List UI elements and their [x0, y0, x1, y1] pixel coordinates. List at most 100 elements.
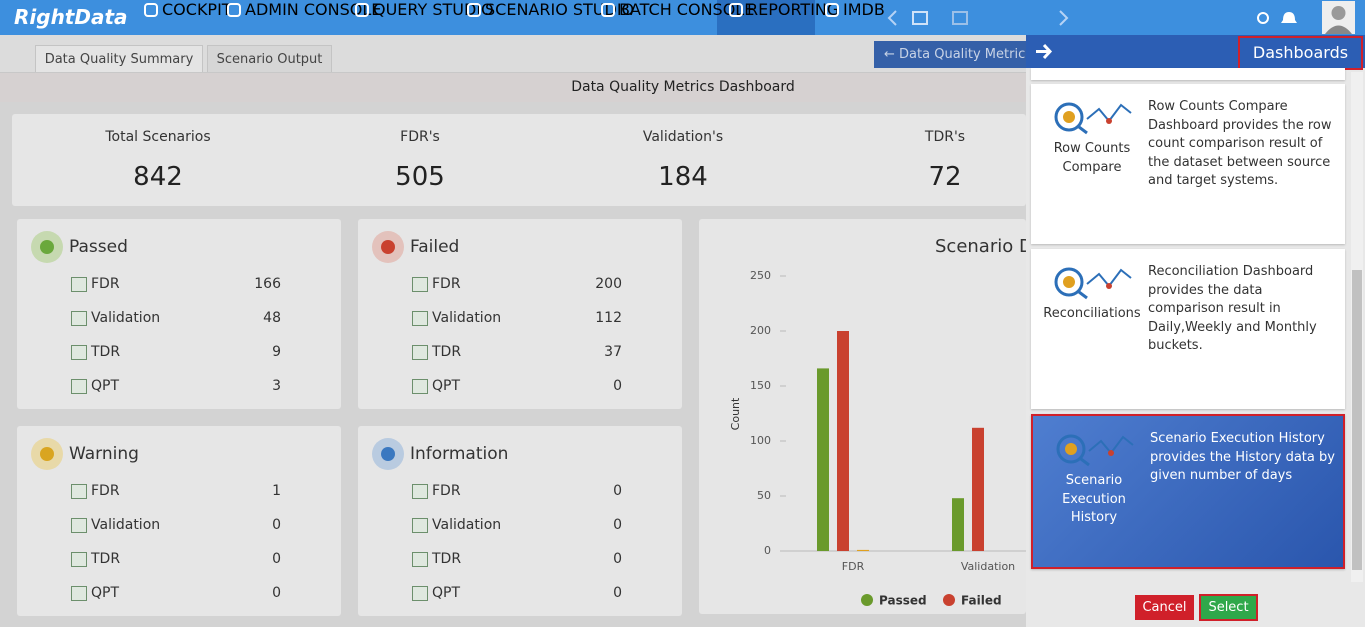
nav-label: COCKPIT — [162, 0, 232, 19]
panel-close[interactable] — [1026, 35, 1056, 68]
summary-label: Validation's — [642, 129, 724, 145]
nav-icon — [601, 3, 615, 17]
legend-marker — [861, 594, 873, 606]
x-tick-label: Validation — [961, 560, 1015, 573]
row-label: TDR — [432, 551, 462, 567]
nav-item[interactable]: ADMIN CONSOLE — [226, 0, 381, 19]
bar — [837, 331, 849, 551]
row-label: FDR — [432, 483, 461, 499]
dashboard-item[interactable]: Reconciliations Reconciliation Dashboard … — [1031, 249, 1345, 409]
summary-label: TDR's — [924, 129, 966, 145]
nav-item[interactable]: COCKPIT — [143, 0, 232, 19]
row-icon — [412, 379, 428, 394]
dashboard-icon — [1056, 434, 1134, 467]
row-icon — [412, 484, 428, 499]
summary-label: FDR's — [400, 129, 440, 145]
bar — [952, 498, 964, 551]
row-label: Validation — [432, 517, 502, 533]
dashboard-description: Scenario Execution History provides the … — [1150, 431, 1335, 483]
y-tick-label: 50 — [757, 489, 771, 502]
status-icon — [372, 231, 404, 263]
row-label: FDR — [91, 276, 120, 292]
card-title: Information — [410, 444, 509, 464]
dashboard-item[interactable]: Scenario Execution History Scenario Execu… — [1031, 414, 1345, 569]
nav-icon — [144, 3, 158, 17]
nav-label: ADMIN CONSOLE — [245, 0, 382, 19]
row-value: 0 — [613, 551, 622, 567]
avatar[interactable] — [1322, 1, 1355, 34]
dashboard-description: Row Counts Compare Dashboard provides th… — [1148, 99, 1332, 188]
row-value: 0 — [613, 517, 622, 533]
summary-value: 505 — [395, 162, 445, 192]
panel-header — [1026, 35, 1365, 68]
status-icon — [31, 231, 63, 263]
row-label: Validation — [91, 517, 161, 533]
row-icon — [71, 552, 87, 567]
row-icon — [71, 345, 87, 360]
nav-arrows — [887, 10, 1069, 26]
tab[interactable]: Data Quality Summary — [35, 45, 203, 72]
nav-bar: RightData COCKPIT ADMIN CONSOLE QUERY STUD… — [0, 0, 1365, 35]
cancel-button[interactable]: Cancel — [1135, 595, 1194, 620]
row-icon — [412, 552, 428, 567]
row-label: QPT — [432, 378, 461, 394]
row-value: 200 — [595, 276, 622, 292]
row-value: 166 — [254, 276, 281, 292]
nav-label: BATCH CONSOLE — [619, 0, 755, 19]
row-icon — [412, 518, 428, 533]
nav-icons[interactable] — [1255, 8, 1305, 28]
nav-item[interactable]: SCENARIO STUDIO — [466, 0, 634, 19]
scrollbar[interactable] — [1351, 72, 1363, 582]
row-value: 1 — [272, 483, 281, 499]
select-button[interactable]: Select — [1199, 594, 1258, 621]
y-axis-label: Count — [729, 397, 742, 430]
y-tick-label: 150 — [750, 379, 771, 392]
row-label: TDR — [432, 344, 462, 360]
bar — [817, 368, 829, 551]
nav-item[interactable]: BATCH CONSOLE — [600, 0, 754, 19]
row-icon — [71, 586, 87, 601]
dashboard-name: Scenario Execution History — [1062, 473, 1126, 525]
row-value: 0 — [272, 585, 281, 601]
dashboard-item[interactable]: Row Counts Compare Row Counts Compare Das… — [1031, 84, 1345, 244]
row-value: 0 — [613, 378, 622, 394]
legend-label: Failed — [961, 594, 1002, 608]
tab[interactable]: Scenario Output — [207, 45, 332, 72]
row-value: 9 — [272, 344, 281, 360]
summary-label: Total Scenarios — [105, 129, 211, 145]
bar — [972, 427, 984, 551]
card-title: Warning — [69, 444, 139, 464]
nav-label: REPORTING — [747, 0, 840, 19]
back-button[interactable]: ← Data Quality Metric — [874, 41, 1026, 68]
active-tab-bg — [717, 0, 815, 35]
legend-marker — [943, 594, 955, 606]
nav-item[interactable]: QUERY STUDIO — [354, 0, 494, 19]
card-title: Passed — [69, 237, 128, 257]
row-label: Validation — [91, 310, 161, 326]
dashboard-title: Data Quality Metrics Dashboard — [0, 73, 1026, 102]
bar — [857, 549, 869, 551]
row-icon — [71, 311, 87, 326]
row-value: 0 — [272, 551, 281, 567]
legend-label: Passed — [879, 594, 927, 608]
row-icon — [412, 277, 428, 292]
y-tick-label: 250 — [750, 269, 771, 282]
nav-item[interactable]: IMDB — [824, 0, 885, 19]
logo[interactable]: RightData — [14, 5, 128, 29]
row-label: FDR — [91, 483, 120, 499]
row-label: QPT — [91, 585, 120, 601]
row-icon — [71, 484, 87, 499]
nav-item[interactable]: REPORTING — [728, 0, 839, 19]
x-tick-label: FDR — [842, 560, 865, 573]
y-tick-label: 100 — [750, 434, 771, 447]
row-icon — [71, 277, 87, 292]
row-icon — [412, 586, 428, 601]
dashboard-description: Reconciliation Dashboard provides the da… — [1148, 264, 1317, 353]
row-value: 48 — [263, 310, 281, 326]
nav-icon — [825, 3, 839, 17]
row-label: TDR — [91, 344, 121, 360]
row-label: QPT — [91, 378, 120, 394]
nav-label: SCENARIO STUDIO — [485, 0, 635, 19]
row-label: FDR — [432, 276, 461, 292]
